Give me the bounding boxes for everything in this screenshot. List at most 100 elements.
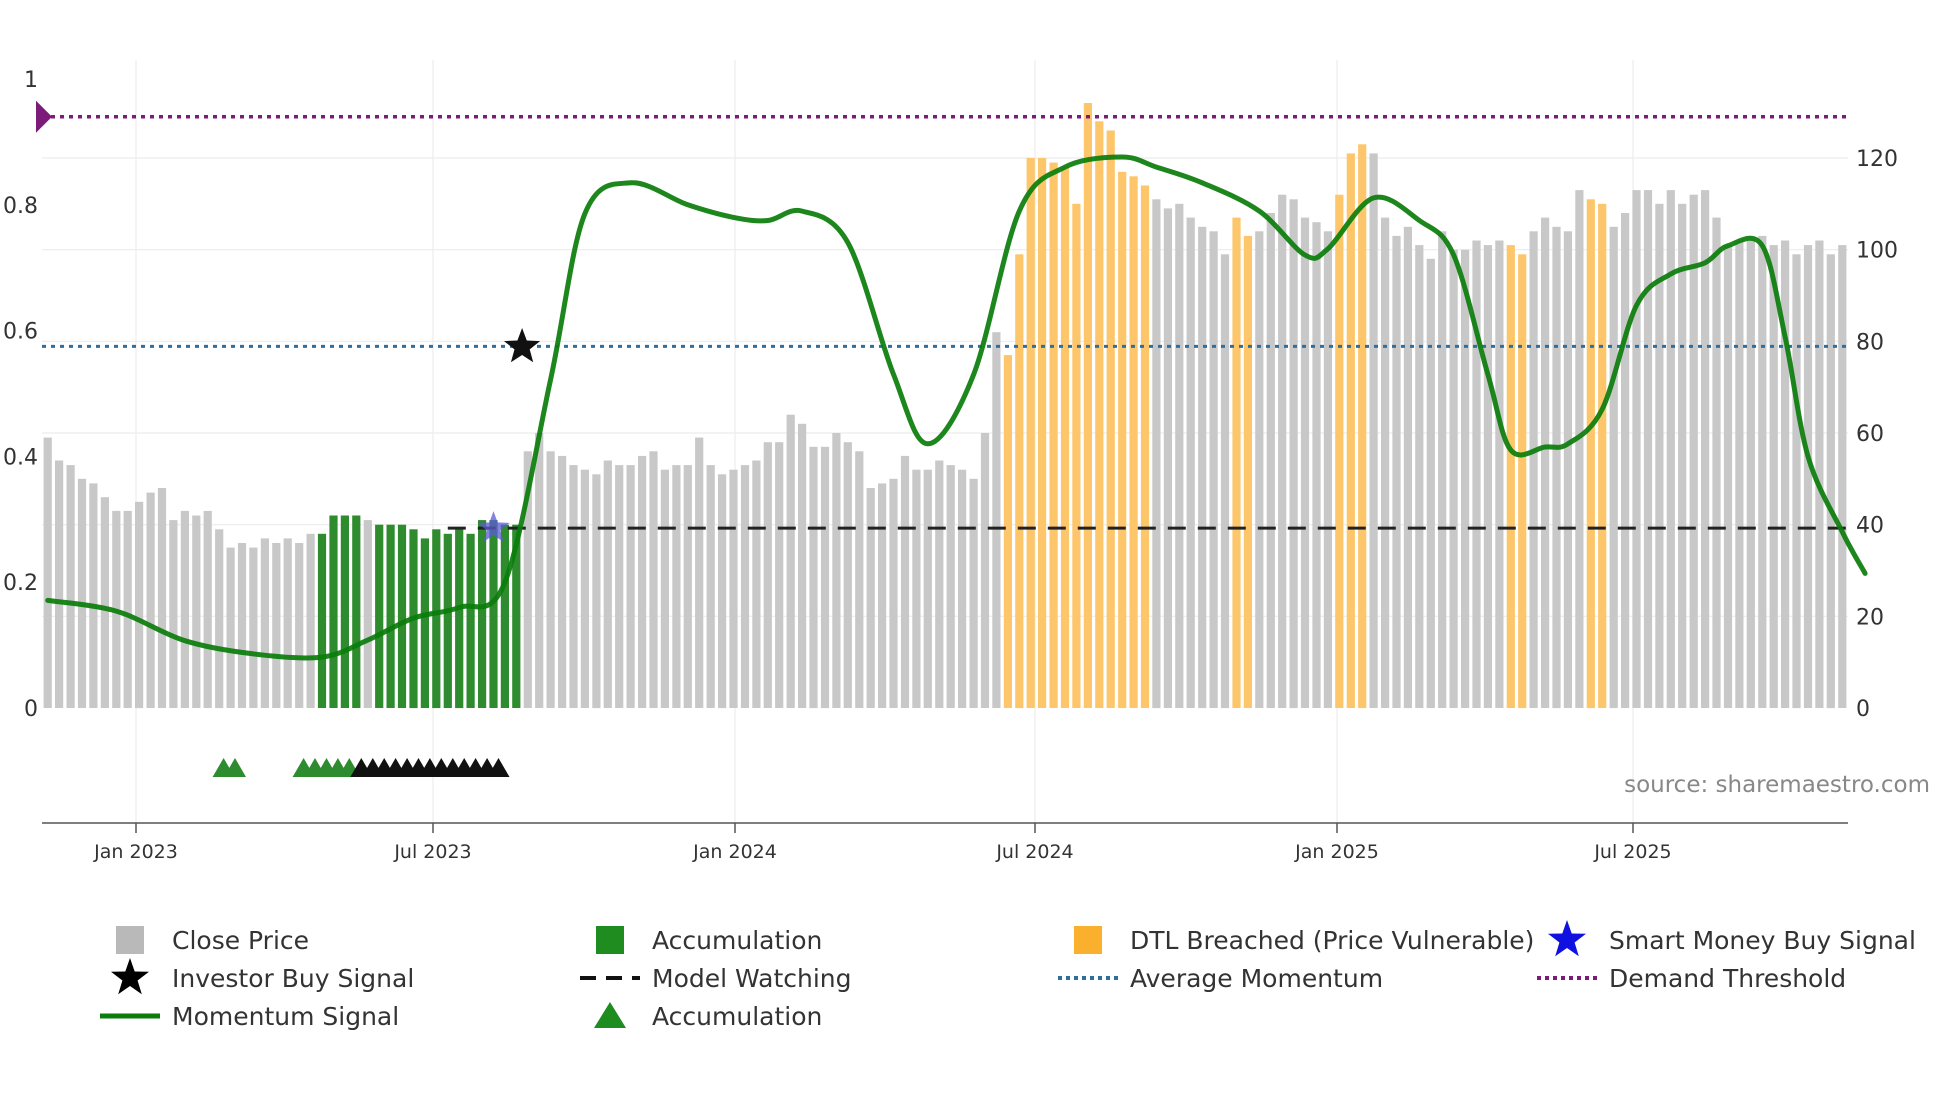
x-tick-label: Jul 2023 <box>393 841 471 863</box>
close-price-bar <box>866 488 875 708</box>
close-price-bar <box>1826 254 1835 709</box>
close-price-bar <box>1746 240 1755 708</box>
y-right-tick-label: 20 <box>1856 605 1884 630</box>
close-price-bar <box>1838 245 1847 708</box>
accumulation-bar <box>466 533 475 708</box>
y-right-tick-label: 0 <box>1856 697 1870 722</box>
legend-item: Average Momentum <box>1058 964 1383 993</box>
legend-label: Close Price <box>172 926 309 955</box>
x-tick-label: Jan 2024 <box>692 841 777 863</box>
smart-money-buy-signal-icon <box>477 511 510 542</box>
close-price-bar <box>1209 231 1218 709</box>
x-tick-label: Jan 2025 <box>1294 841 1379 863</box>
y-right-tick-label: 60 <box>1856 422 1884 447</box>
close-price-bar <box>523 451 532 708</box>
close-price-bar <box>1449 249 1458 708</box>
close-price-bar <box>615 465 624 708</box>
close-price-bar <box>192 515 201 708</box>
close-price-bar <box>260 538 269 708</box>
close-price-bar <box>123 510 132 708</box>
accumulation-bar <box>420 538 429 708</box>
legend-label: Investor Buy Signal <box>172 964 414 993</box>
close-price-bar <box>832 433 841 708</box>
close-price-bar <box>55 460 64 708</box>
close-price-bar <box>66 465 75 708</box>
close-price-bar <box>855 451 864 708</box>
close-price-bar <box>649 451 658 708</box>
dtl-breached-bar <box>1243 235 1252 708</box>
close-price-bar <box>1758 235 1767 708</box>
close-price-bar <box>295 543 304 708</box>
legend-label: Average Momentum <box>1130 964 1383 993</box>
close-price-bar <box>798 423 807 708</box>
accumulation-bar <box>386 524 395 708</box>
close-price-bar <box>1438 231 1447 709</box>
close-price-bar <box>1369 153 1378 708</box>
close-price-bar <box>363 520 372 708</box>
close-price-bar <box>923 469 932 708</box>
close-price-bar <box>1563 231 1572 709</box>
accumulation-bar <box>512 524 521 708</box>
momentum-signal-line <box>45 154 1868 661</box>
legend-item: Accumulation <box>594 1002 822 1031</box>
dtl-breached-bar <box>1232 217 1241 708</box>
close-price-bar <box>215 529 224 709</box>
close-price-bar <box>1529 231 1538 709</box>
axes: 0 0.2 0.4 0.6 0.8 1 0 20 40 60 80 100 120 Jan 2023 Jul… <box>3 68 1898 863</box>
dtl-breached-bar <box>1038 158 1047 708</box>
close-price-bar <box>1541 217 1550 708</box>
close-price-bar <box>752 460 761 708</box>
close-price-bar <box>157 488 167 708</box>
legend-item: Momentum Signal <box>100 1002 399 1031</box>
close-price-bar <box>535 433 544 708</box>
close-price-bar <box>706 465 715 708</box>
close-price-bar <box>1186 217 1195 708</box>
close-price-bar <box>992 332 1001 708</box>
source-label: source: sharemaestro.com <box>1624 772 1930 798</box>
investor-buy-signal-icon <box>504 328 541 363</box>
dtl-breached-bar <box>1015 254 1024 709</box>
close-price-bar <box>226 547 235 708</box>
accumulation-bar <box>317 533 327 708</box>
close-price-bar <box>135 501 144 709</box>
close-price-bar <box>1163 208 1172 708</box>
close-price-bar <box>1495 240 1504 708</box>
accumulation-bar <box>443 533 452 708</box>
close-price-bar <box>1701 190 1710 709</box>
close-price-bar <box>1278 194 1287 708</box>
accumulation-bar <box>455 529 464 709</box>
close-price-bar <box>1255 231 1264 709</box>
legend-item: Investor Buy Signal <box>111 958 414 995</box>
y-left-tick-label: 0.6 <box>3 320 38 345</box>
close-price-bars <box>43 103 1847 709</box>
black-star-icon <box>111 958 149 995</box>
close-price-bar <box>1266 213 1275 708</box>
accumulation-bar <box>397 524 407 708</box>
momentum-signal-path <box>45 154 1868 661</box>
close-price-bar <box>1289 199 1298 709</box>
close-price-bar <box>1712 217 1721 708</box>
close-price-bar <box>100 497 109 708</box>
close-price-bar <box>1472 240 1481 708</box>
close-price-bar <box>1403 226 1412 709</box>
dtl-breached-bar <box>1598 203 1607 709</box>
close-price-bar <box>306 533 315 708</box>
close-price-bar <box>1552 226 1561 709</box>
close-price-bar <box>1220 254 1230 709</box>
close-price-bar <box>1781 240 1790 708</box>
x-tick-label: Jul 2024 <box>995 841 1073 863</box>
y-left-tick-label: 1 <box>24 68 38 93</box>
close-price-bar <box>729 469 738 708</box>
close-price-bar <box>580 469 589 708</box>
dtl-breached-bar <box>1026 158 1035 708</box>
dtl-breached-bar <box>1095 121 1104 709</box>
y-left-tick-label: 0.8 <box>3 194 38 219</box>
dtl-breached-bar <box>1049 162 1058 709</box>
close-price-bar <box>558 455 567 708</box>
close-price-bar <box>912 469 921 708</box>
dtl-breached-bar <box>1586 199 1595 709</box>
legend-label: Smart Money Buy Signal <box>1609 926 1916 955</box>
close-price-bar <box>1461 249 1470 708</box>
close-price-bar <box>1381 217 1390 708</box>
